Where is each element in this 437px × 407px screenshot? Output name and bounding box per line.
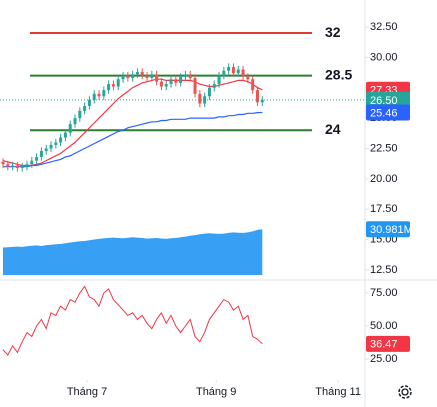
candle-body xyxy=(135,71,139,75)
volume-area xyxy=(3,229,263,275)
price-badge xyxy=(366,91,410,108)
level-label: 24 xyxy=(325,121,341,137)
candle-body xyxy=(83,105,87,111)
candle-body xyxy=(241,69,245,77)
settings-icon[interactable] xyxy=(398,385,412,399)
y-tick-label: 20.00 xyxy=(370,173,398,185)
candle-body xyxy=(54,142,58,145)
candle-body xyxy=(15,165,19,168)
candle-body xyxy=(164,84,168,87)
level-label: 28.5 xyxy=(325,66,352,82)
candle-body xyxy=(207,87,211,97)
candle-body xyxy=(131,74,135,79)
candle-body xyxy=(111,84,115,87)
candle-body xyxy=(231,67,235,74)
candle-body xyxy=(217,75,221,85)
candle-body xyxy=(59,137,63,143)
candle-body xyxy=(179,76,183,83)
candle-body xyxy=(260,99,264,103)
candle-body xyxy=(73,118,77,125)
candle-body xyxy=(183,74,187,77)
candle-body xyxy=(107,84,111,91)
y-tick-label: 50.00 xyxy=(370,320,398,332)
candle-body xyxy=(68,124,72,133)
price-badge-label: 30.981M xyxy=(370,224,413,236)
candle-body xyxy=(92,93,96,100)
candle-body xyxy=(102,90,106,97)
moving-average xyxy=(3,111,263,168)
candle-body xyxy=(227,67,231,71)
x-tick-label: Tháng 7 xyxy=(67,386,107,398)
y-tick-label: 32.50 xyxy=(370,21,398,33)
candle-body xyxy=(20,166,24,168)
candle-body xyxy=(212,84,216,88)
candle-body xyxy=(140,71,144,76)
price-badge xyxy=(366,335,410,352)
y-tick-label: 30.00 xyxy=(370,51,398,63)
y-tick-label: 75.00 xyxy=(370,287,398,299)
candle-body xyxy=(126,75,130,79)
candle-body xyxy=(193,78,197,94)
candle-body xyxy=(63,132,67,138)
candle-body xyxy=(97,93,101,97)
price-badge xyxy=(366,104,410,121)
y-tick-label: 17.50 xyxy=(370,203,398,215)
candle-body xyxy=(159,81,163,87)
y-tick-label: 22.50 xyxy=(370,142,398,154)
candle-body xyxy=(116,79,120,87)
y-tick-label: 12.50 xyxy=(370,264,398,276)
candle-body xyxy=(198,93,202,104)
candle-body xyxy=(174,79,178,83)
y-tick-label: 35.00 xyxy=(370,0,398,3)
price-badge-label: 26.50 xyxy=(370,95,398,107)
gear-teeth xyxy=(398,385,412,399)
candle-body xyxy=(30,160,34,165)
price-badge-label: 36.47 xyxy=(370,339,398,351)
candle-body xyxy=(169,79,173,85)
candle-body xyxy=(11,165,15,167)
candle-body xyxy=(155,74,159,82)
candle-body xyxy=(236,69,240,74)
candle-body xyxy=(188,74,192,79)
y-tick-label: 25.00 xyxy=(370,353,398,365)
candle-body xyxy=(44,148,48,151)
x-tick-label: Tháng 9 xyxy=(196,386,236,398)
candle-body xyxy=(35,157,39,161)
price-badge xyxy=(366,221,410,238)
x-tick-label: Tháng 11 xyxy=(315,386,361,398)
candle-body xyxy=(25,164,29,167)
candle-body xyxy=(121,75,125,80)
candle-body xyxy=(87,99,91,106)
candle-body xyxy=(49,144,53,149)
price-badge-label: 25.46 xyxy=(370,107,398,119)
candle-body xyxy=(1,161,5,165)
level-label: 32 xyxy=(325,24,341,40)
candle-body xyxy=(6,164,10,167)
candle-body xyxy=(150,74,154,79)
candle-body xyxy=(145,75,149,79)
candle-body xyxy=(251,79,255,91)
candle-body xyxy=(255,90,259,103)
rsi-line xyxy=(2,285,263,356)
gear-hub xyxy=(401,388,409,396)
candle-body xyxy=(78,110,82,119)
candle-body xyxy=(222,70,226,76)
candle-body xyxy=(39,150,43,158)
candle-body xyxy=(246,76,250,80)
